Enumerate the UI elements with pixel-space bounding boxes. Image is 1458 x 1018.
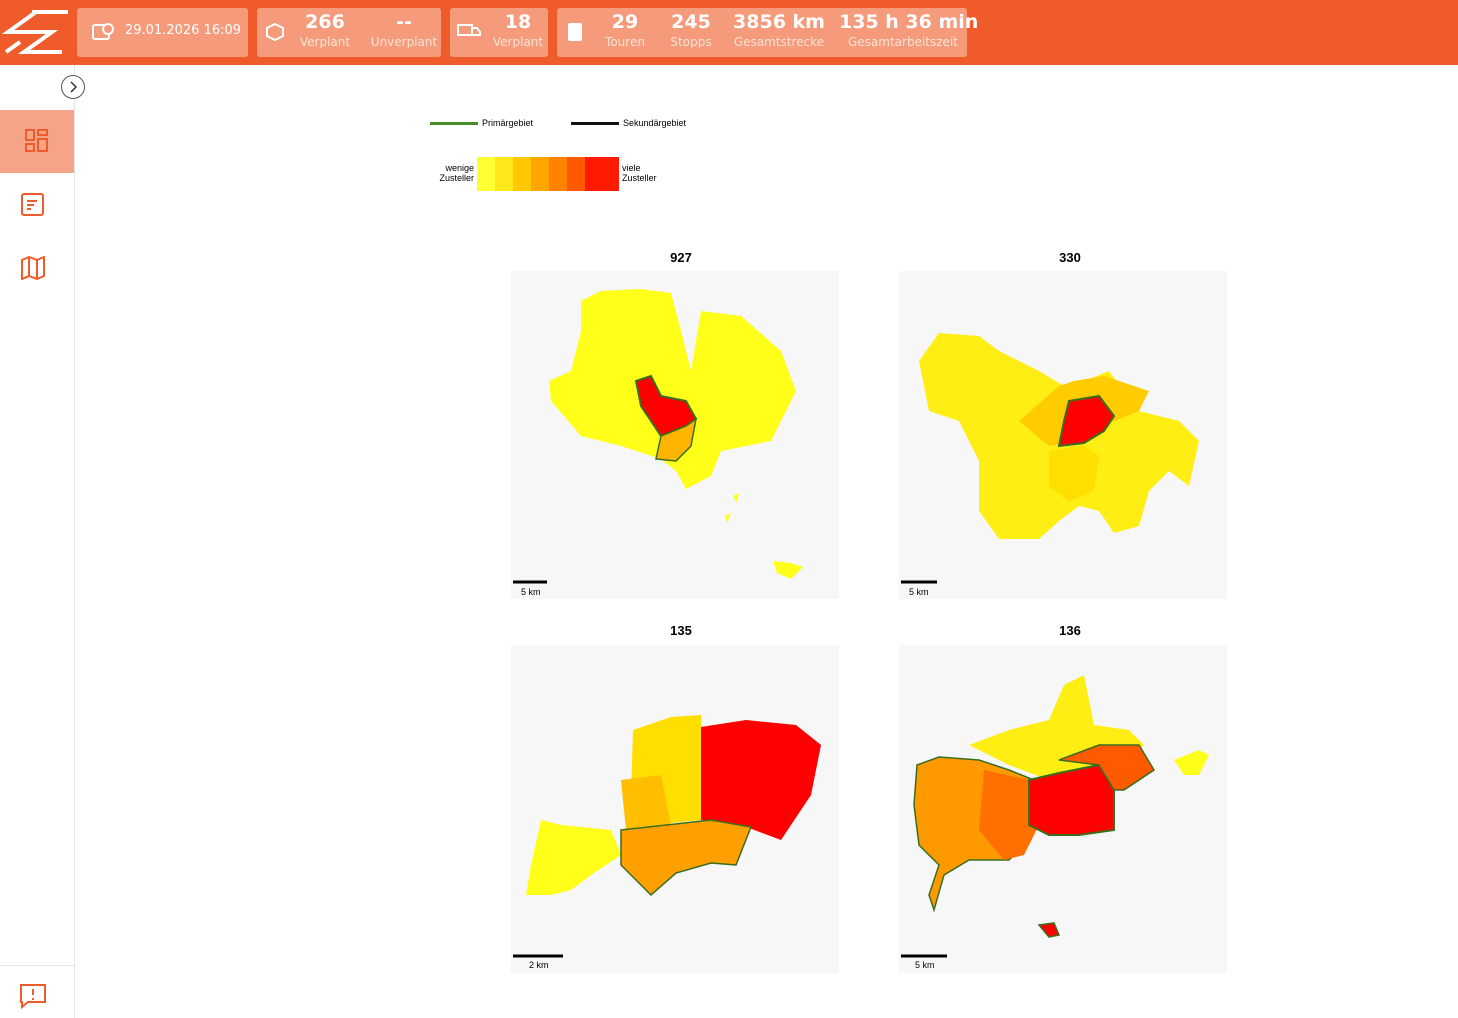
map: 2 km	[511, 645, 839, 973]
stat-label: Verplant	[299, 35, 351, 49]
scale-label: 5 km	[521, 587, 541, 597]
stat-value: 29	[611, 11, 639, 33]
color-scale	[477, 157, 619, 191]
tours-box[interactable]: 29 Touren 245 Stopps 3856 km Gesamtstrecke …	[557, 8, 979, 57]
stat-label: Touren	[605, 35, 645, 49]
stat: 18 Verplant	[488, 10, 548, 50]
stat-value: 135 h 36 min	[839, 11, 979, 33]
nav-map[interactable]	[20, 256, 46, 280]
stat: 245 Stopps	[663, 10, 719, 50]
stat-label: Unverplant	[370, 35, 438, 49]
legend-label: wenige Zusteller	[439, 163, 474, 183]
date: 29.01.2026 16:09	[125, 23, 242, 38]
map-title: 927	[670, 250, 692, 265]
map-title: 136	[1059, 623, 1081, 638]
divider	[0, 965, 74, 966]
legend-label: Primärgebiet	[482, 118, 534, 128]
stat-value: 266	[305, 11, 345, 33]
vehicles-box[interactable]: 18 Verplant	[450, 8, 548, 57]
legend-label: Sekundärgebiet	[623, 118, 687, 128]
stat-value: 3856 km	[733, 11, 825, 33]
icon	[568, 23, 582, 41]
stat-label: Verplant	[492, 35, 544, 49]
stat-value: 18	[504, 11, 532, 33]
stat: 29 Touren	[597, 10, 653, 50]
stat-label: Gesamtstrecke	[733, 35, 825, 49]
icon	[92, 23, 114, 40]
sidebar-toggle[interactable]	[60, 74, 86, 100]
top-bar: 29.01.2026 16:09 266 Verplant -- Unverplan…	[0, 0, 1458, 65]
stat: 266 Verplant	[295, 10, 355, 50]
map-title: 135	[670, 623, 692, 638]
stat-label: Stopps	[670, 35, 712, 49]
stat: 135 h 36 min Gesamtarbeitszeit	[839, 10, 979, 50]
feedback[interactable]	[19, 983, 47, 1009]
icon	[25, 129, 48, 152]
nav-orders[interactable]	[21, 193, 45, 217]
stat-value: --	[396, 11, 412, 33]
stat: -- Unverplant	[369, 10, 439, 50]
icon	[266, 22, 284, 42]
map: 5 km	[899, 271, 1227, 599]
icon	[457, 24, 481, 36]
legend-label: viele Zusteller	[622, 163, 657, 183]
sidebar	[0, 65, 75, 1018]
scale-label: 5 km	[915, 960, 935, 970]
parcels-box[interactable]: 266 Verplant -- Unverplant	[257, 8, 441, 57]
stat: 3856 km Gesamtstrecke	[729, 10, 829, 50]
stat-value: 245	[671, 11, 711, 33]
scale-label: 2 km	[529, 960, 549, 970]
map: 5 km	[899, 645, 1227, 973]
map-title: 330	[1059, 250, 1081, 265]
nav-dashboard[interactable]	[0, 110, 74, 173]
primary-line	[430, 122, 478, 125]
date-box[interactable]: 29.01.2026 16:09	[77, 8, 248, 57]
logo[interactable]	[2, 10, 70, 55]
map: 5 km	[511, 271, 839, 599]
scale-label: 5 km	[909, 587, 929, 597]
secondary-line	[571, 122, 619, 125]
stat-label: Gesamtarbeitszeit	[848, 35, 958, 49]
